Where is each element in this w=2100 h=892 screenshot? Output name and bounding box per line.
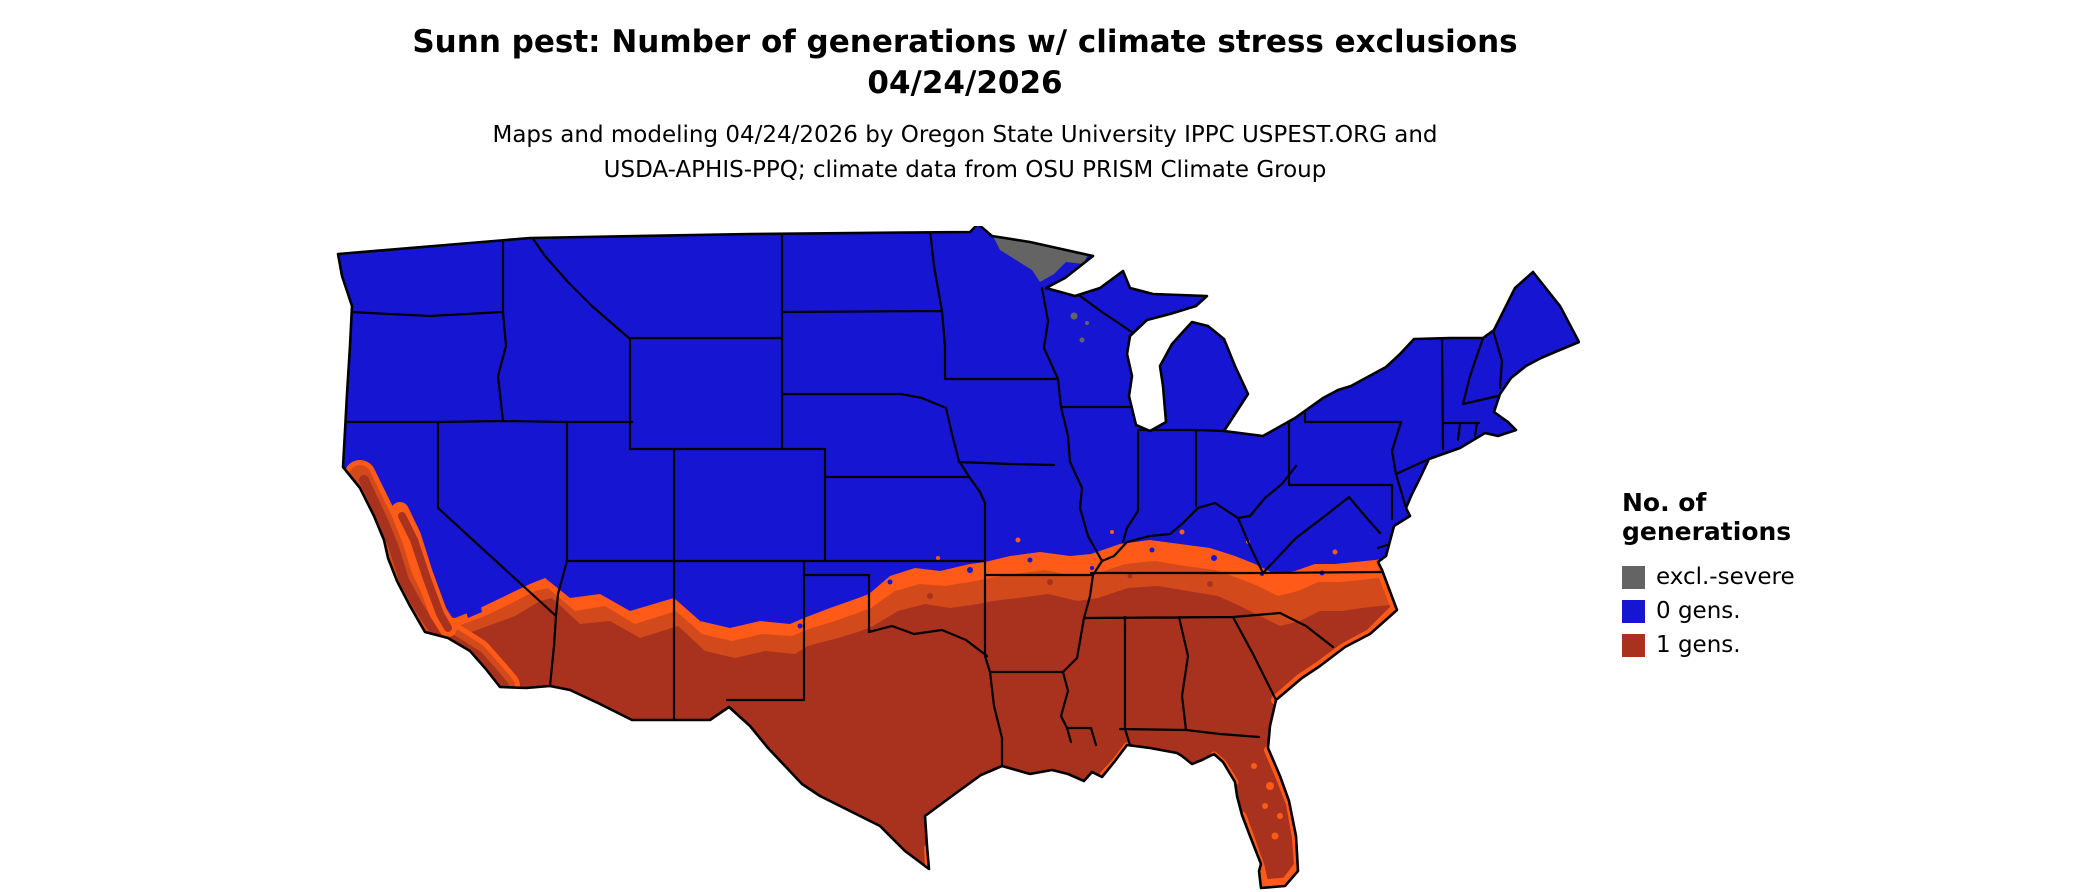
legend-title: No. of generations <box>1622 488 1922 546</box>
map-region-central-valley-core <box>398 512 452 632</box>
legend-title-line1: No. of <box>1622 488 1707 517</box>
legend-swatch-one-generation <box>1622 633 1645 657</box>
us-map <box>336 222 1581 890</box>
legend-swatch-excluded-severe <box>1622 565 1645 589</box>
legend-label-zero-generations: 0 gens. <box>1656 597 1741 624</box>
header: Sunn pest: Number of generations w/ clim… <box>330 22 1600 188</box>
legend-item-one-generation: 1 gens. <box>1622 628 1922 662</box>
page-title: Sunn pest: Number of generations w/ clim… <box>412 24 1518 60</box>
legend-swatch-zero-generations <box>1622 599 1645 623</box>
legend-item-zero-generations: 0 gens. <box>1622 594 1922 628</box>
legend-label-one-generation: 1 gens. <box>1656 631 1741 658</box>
legend-label-excluded-severe: excl.-severe <box>1656 563 1795 590</box>
map-region-sierra-blue-wedge <box>438 522 482 618</box>
us-map-container <box>330 222 1581 892</box>
state-borders <box>345 224 1504 768</box>
map-speckles-orange-in-blue <box>936 529 1338 840</box>
page-title-date: 04/24/2026 <box>867 65 1063 101</box>
us-outline <box>336 222 1581 890</box>
page-subtitle-line1: Maps and modeling 04/24/2026 by Oregon S… <box>492 122 1438 148</box>
page-subtitle: Maps and modeling 04/24/2026 by Oregon S… <box>330 118 1600 188</box>
map-region-california-coast-core <box>359 475 509 691</box>
legend: No. of generations excl.-severe 0 gens. … <box>1622 488 1922 662</box>
map-speckles-red-in-band <box>927 573 1213 599</box>
legend-title-line2: generations <box>1622 517 1792 546</box>
page-subtitle-line2: USDA-APHIS-PPQ; climate data from OSU PR… <box>603 157 1327 183</box>
legend-item-excluded-severe: excl.-severe <box>1622 560 1922 594</box>
